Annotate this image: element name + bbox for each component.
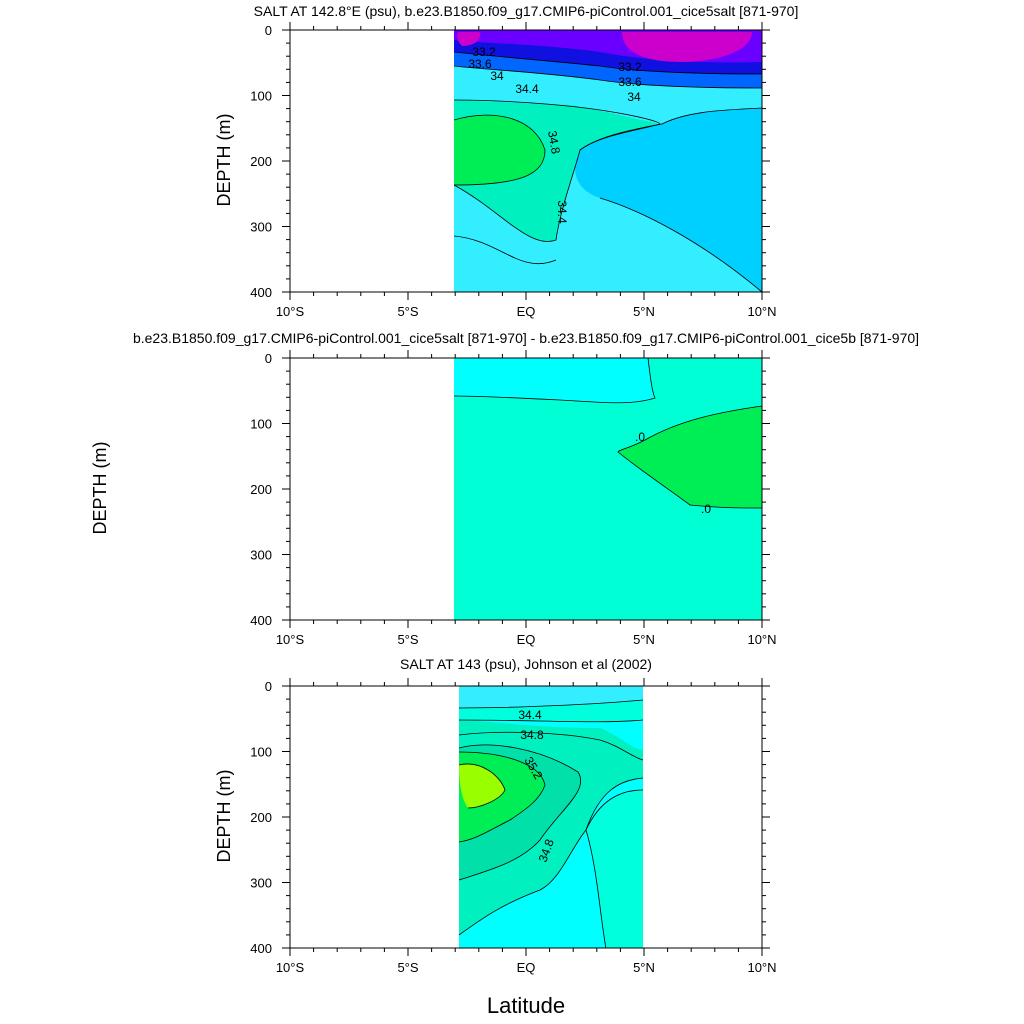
panel-1-fill-cyan bbox=[575, 108, 762, 292]
y-tick-label: 0 bbox=[265, 23, 272, 38]
y-tick-label: 300 bbox=[250, 548, 272, 563]
contour-label: 34.4 bbox=[555, 200, 569, 224]
panel-1-isoline bbox=[453, 65, 762, 89]
contour-label: 33.6 bbox=[618, 75, 642, 89]
panel-3-isoline bbox=[458, 777, 644, 936]
panel-2-contours bbox=[453, 358, 762, 620]
contour-label: 34 bbox=[490, 69, 504, 83]
x-tick-label: 5°N bbox=[633, 960, 655, 975]
panel-2-isoline bbox=[617, 405, 762, 509]
contour-label: 33.2 bbox=[472, 45, 496, 59]
x-tick-label: EQ bbox=[517, 304, 536, 319]
y-tick-label: 400 bbox=[250, 613, 272, 628]
x-tick-label: 5°N bbox=[633, 632, 655, 647]
y-tick-label: 100 bbox=[250, 89, 272, 104]
panel-1-isoline bbox=[579, 107, 762, 151]
y-tick-label: 0 bbox=[265, 351, 272, 366]
panel-2-title: b.e23.B1850.f09_g17.CMIP6-piControl.001_… bbox=[133, 330, 919, 346]
panel-2-ylabel: DEPTH (m) bbox=[90, 442, 110, 535]
y-tick-label: 100 bbox=[250, 745, 272, 760]
panel-1-fill-magenta-west bbox=[457, 32, 481, 46]
panel-3-fill-aqua bbox=[459, 700, 643, 948]
panel-3-isoline bbox=[585, 789, 644, 948]
panel-3-contours bbox=[458, 686, 644, 948]
panel-2-axes: 10°S 5°S EQ 5°N 10°N 0 100 200 300 400 bbox=[250, 350, 777, 647]
panel-1-axes: 10°S 5°S EQ 5°N 10°N 0 100 200 300 400 bbox=[250, 22, 777, 319]
x-tick-label: 10°S bbox=[276, 632, 305, 647]
y-tick-label: 400 bbox=[250, 285, 272, 300]
panel-3-ylabel: DEPTH (m) bbox=[214, 770, 234, 863]
panel-3-axes: 10°S 5°S EQ 5°N 10°N 0 100 200 300 400 bbox=[250, 678, 777, 975]
x-tick-label: 10°S bbox=[276, 304, 305, 319]
y-tick-label: 200 bbox=[250, 154, 272, 169]
panel-3-isoline bbox=[458, 719, 644, 723]
panel-2-isoline bbox=[453, 358, 656, 404]
x-tick-label: 10°N bbox=[747, 960, 776, 975]
y-tick-label: 300 bbox=[250, 220, 272, 235]
contour-label: 33.2 bbox=[618, 60, 642, 74]
panel-3-isoline bbox=[458, 751, 546, 843]
contour-label: 34.4 bbox=[518, 708, 542, 722]
x-tick-label: 5°S bbox=[397, 960, 418, 975]
panel-1-title: SALT AT 142.8°E (psu), b.e23.B1850.f09_g… bbox=[254, 3, 799, 19]
panel-3-title: SALT AT 143 (psu), Johnson et al (2002) bbox=[400, 656, 652, 672]
contour-label: .0 bbox=[701, 502, 711, 516]
panel-1-isoline bbox=[453, 235, 557, 265]
y-tick-label: 200 bbox=[250, 482, 272, 497]
y-tick-label: 300 bbox=[250, 876, 272, 891]
x-tick-label: EQ bbox=[517, 960, 536, 975]
contour-label: 33.6 bbox=[468, 57, 492, 71]
panel-1-isoline bbox=[599, 197, 762, 292]
panel-1-ylabel: DEPTH (m) bbox=[214, 114, 234, 207]
y-tick-label: 100 bbox=[250, 417, 272, 432]
panel-3-isoline bbox=[458, 731, 644, 761]
panel-3: SALT AT 143 (psu), Johnson et al (2002) … bbox=[214, 656, 777, 975]
contour-label: 34.4 bbox=[515, 82, 539, 96]
contour-label: 34 bbox=[627, 90, 641, 104]
panel-1-isoline bbox=[453, 123, 661, 242]
panel-3-isoline bbox=[458, 744, 581, 881]
panel-2: b.e23.B1850.f09_g17.CMIP6-piControl.001_… bbox=[90, 330, 919, 647]
panel-1: SALT AT 142.8°E (psu), b.e23.B1850.f09_g… bbox=[214, 3, 798, 319]
x-tick-label: 10°S bbox=[276, 960, 305, 975]
panel-3-isoline bbox=[458, 763, 506, 809]
panel-1-contour-labels: 33.2 33.6 34 34.4 34.8 33.2 33.6 34 34.4 bbox=[468, 45, 642, 224]
panel-1-isoline bbox=[453, 51, 762, 75]
panel-1-isoline bbox=[453, 114, 546, 186]
panel-2-contour-labels: .0 .0 bbox=[635, 430, 711, 516]
y-tick-label: 0 bbox=[265, 679, 272, 694]
panel-3-fill-core bbox=[459, 764, 505, 808]
panel-1-fill-salty-core bbox=[454, 115, 545, 185]
x-tick-label: 5°N bbox=[633, 304, 655, 319]
contour-label: 34.8 bbox=[545, 130, 563, 156]
x-tick-label: EQ bbox=[517, 632, 536, 647]
panel-3-fill-surface bbox=[459, 686, 643, 708]
panel-2-fill-negative bbox=[454, 358, 655, 403]
x-tick-label: 5°S bbox=[397, 304, 418, 319]
panel-2-fill-positive bbox=[618, 406, 762, 508]
panel-3-isoline bbox=[458, 699, 644, 709]
x-tick-label: 10°N bbox=[747, 304, 776, 319]
x-axis-label: Latitude bbox=[487, 993, 565, 1018]
panel-1-isoline bbox=[453, 99, 661, 125]
y-tick-label: 200 bbox=[250, 810, 272, 825]
contour-label: .0 bbox=[635, 430, 645, 444]
x-tick-label: 5°S bbox=[397, 632, 418, 647]
x-tick-label: 10°N bbox=[747, 632, 776, 647]
panel-1-contours bbox=[453, 30, 762, 292]
contour-label: 34.8 bbox=[520, 728, 544, 742]
panel-1-fill-magenta-east bbox=[622, 32, 752, 62]
y-tick-label: 400 bbox=[250, 941, 272, 956]
